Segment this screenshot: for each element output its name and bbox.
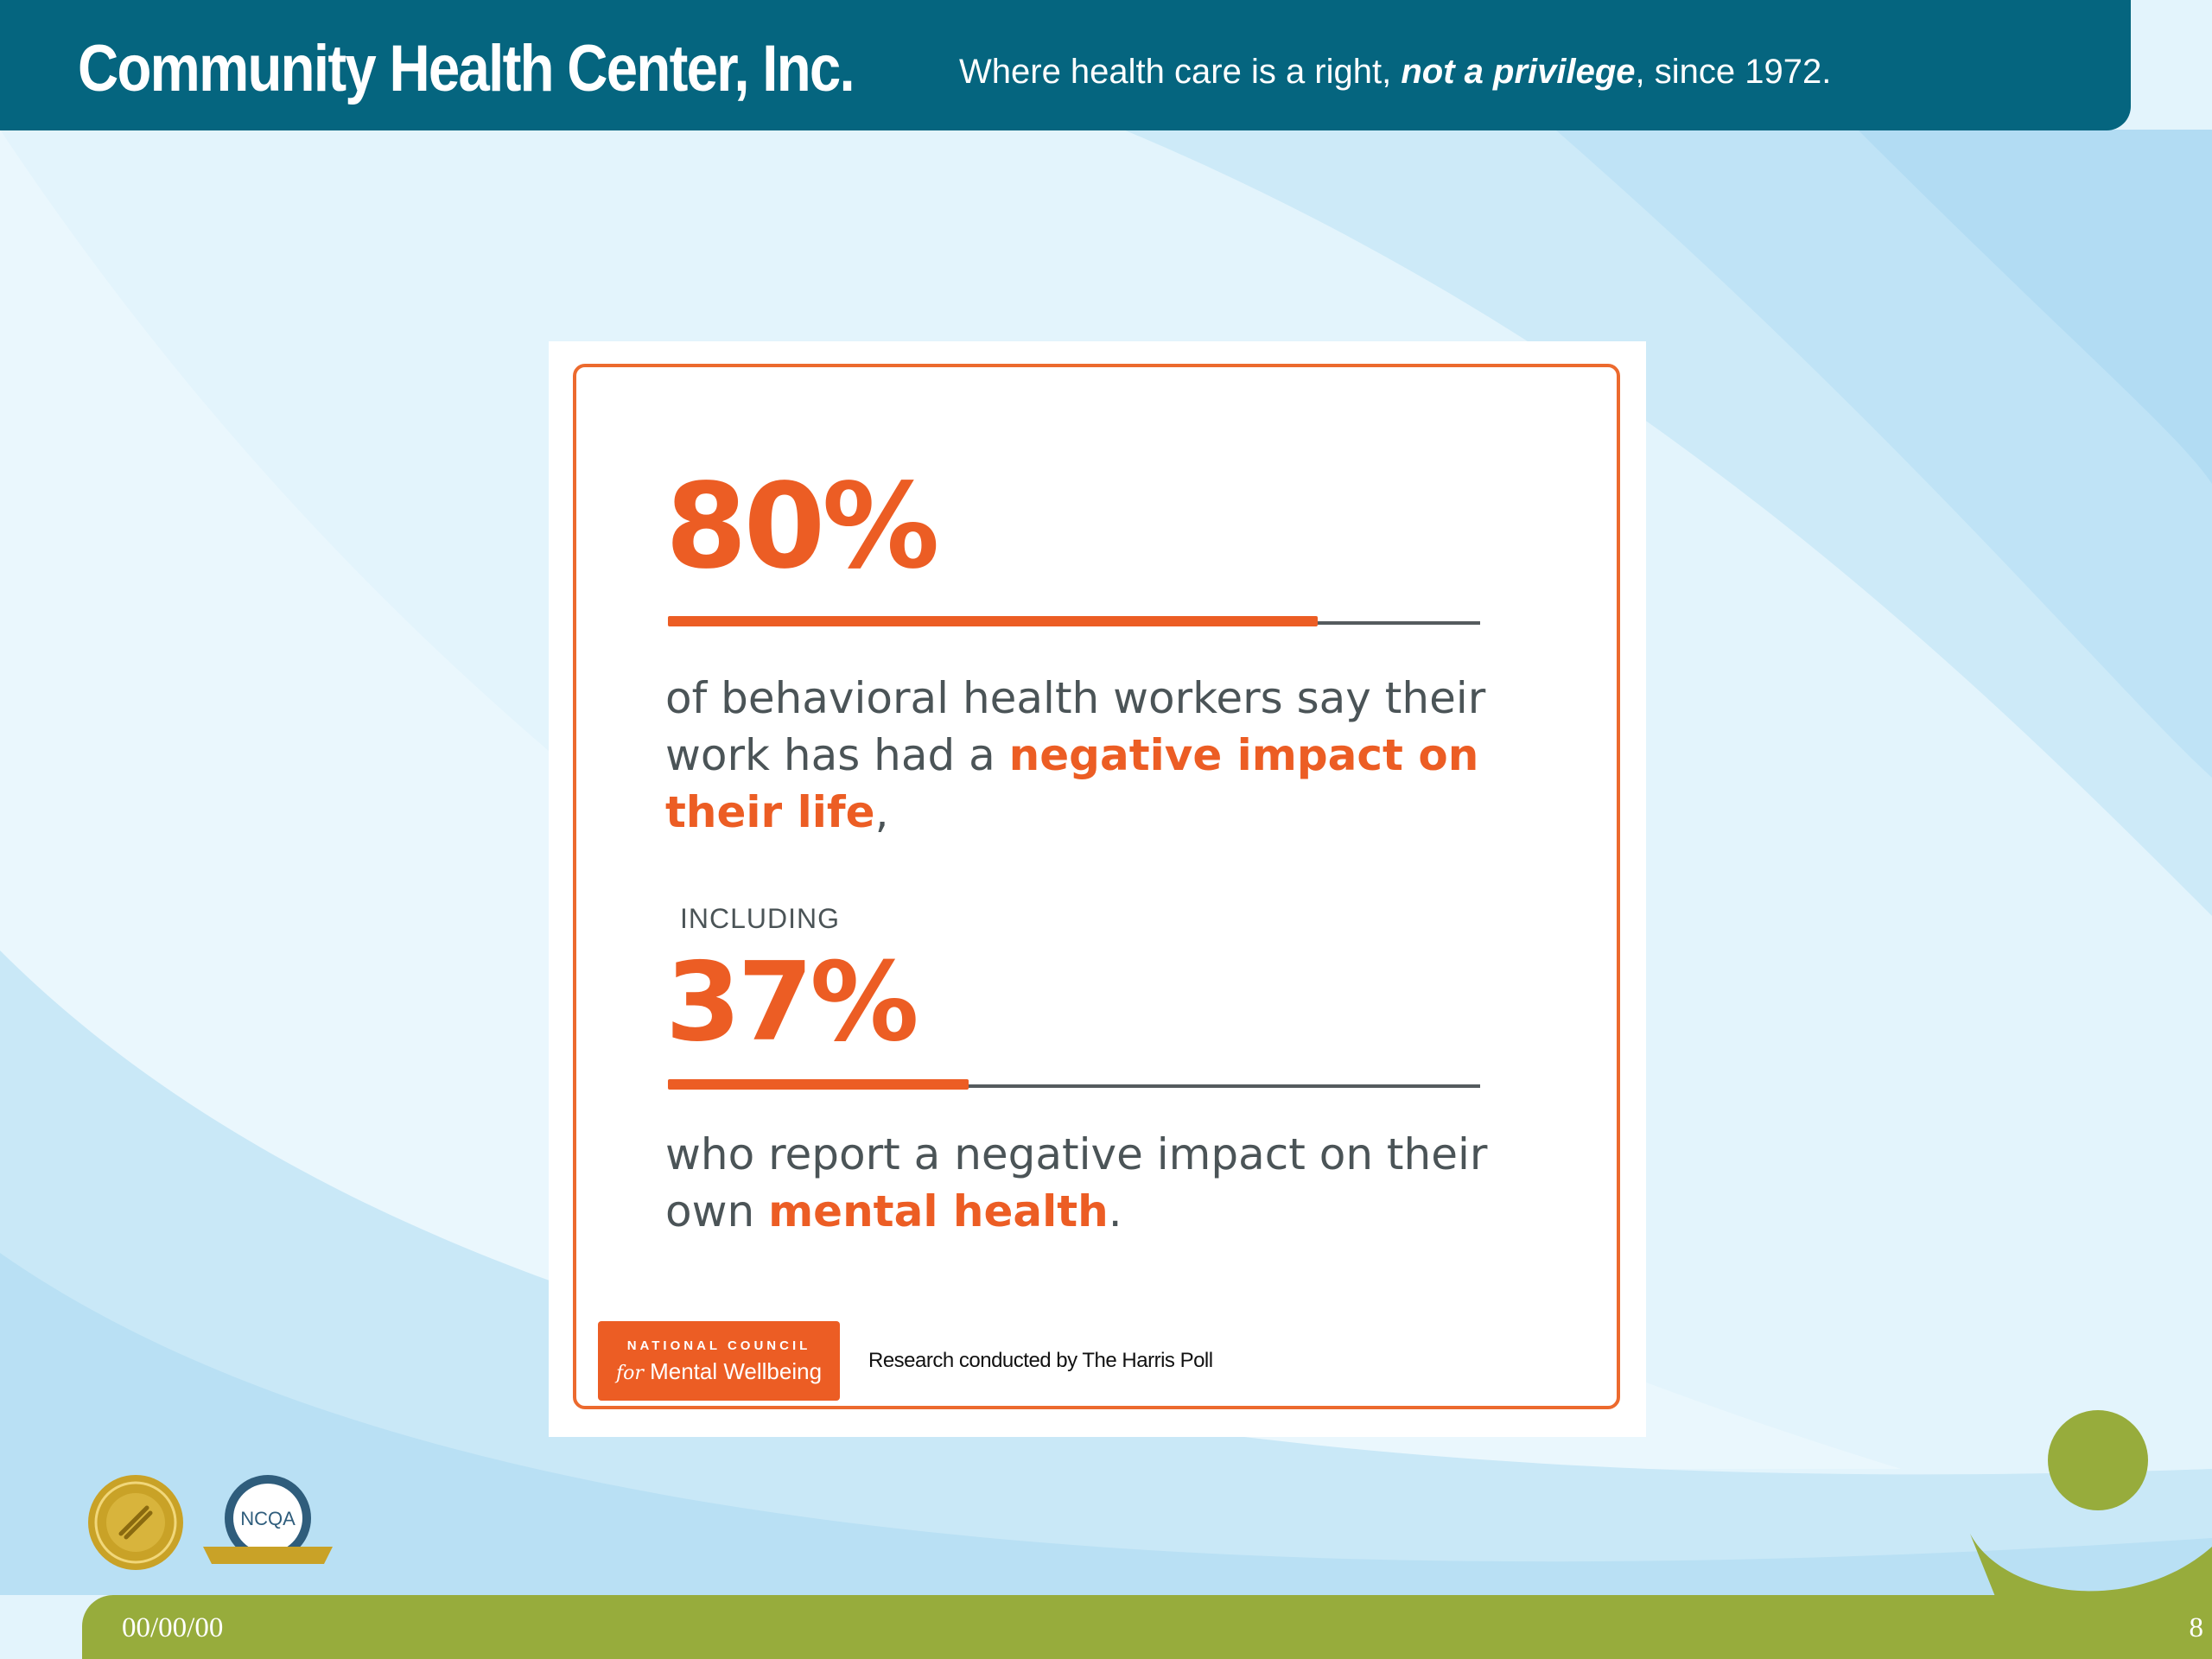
stat2-text-post: .: [1108, 1186, 1122, 1236]
stat2-bar: [668, 1079, 969, 1090]
card-frame: [573, 364, 1620, 1409]
page-number: 8: [2189, 1612, 2204, 1643]
tagline-pre: Where health care is a right,: [959, 53, 1402, 91]
stat1-bar: [668, 616, 1318, 626]
research-credit: Research conducted by The Harris Poll: [868, 1349, 1213, 1372]
stat2-text: who report a negative impact on their ow…: [665, 1126, 1529, 1240]
national-council-logo: NATIONAL COUNCIL for Mental Wellbeing: [598, 1321, 840, 1401]
header-bar: Community Health Center, Inc. Where heal…: [0, 0, 2131, 130]
stat2-text-pre: who report a negative impact on their ow…: [665, 1129, 1488, 1236]
joint-commission-seal-icon: [88, 1475, 183, 1570]
stat2-track: [668, 1084, 1480, 1088]
stat1-value: 80%: [665, 459, 940, 595]
nc-logo-for: for: [615, 1363, 644, 1384]
stat1-text: of behavioral health workers say their w…: [665, 670, 1529, 841]
tagline-post: , since 1972.: [1635, 53, 1832, 91]
brand-title: Community Health Center, Inc.: [78, 32, 855, 105]
tagline-emphasis: not a privilege: [1401, 53, 1636, 91]
stat1-text-highlight: negative impact on their life: [665, 730, 1479, 837]
ncqa-seal-icon: NCQA: [203, 1475, 333, 1564]
stat1-text-pre: of behavioral health workers say their w…: [665, 673, 1486, 780]
footer-date: 00/00/00: [122, 1612, 224, 1643]
stat2-text-highlight: mental health: [768, 1186, 1109, 1236]
statistic-card: 80% of behavioral health workers say the…: [549, 341, 1646, 1437]
including-label: INCLUDING: [680, 903, 841, 934]
nc-logo-name: Mental Wellbeing: [650, 1358, 823, 1384]
footer-bar: 00/00/00 8: [82, 1595, 2212, 1659]
tagline: Where health care is a right, not a priv…: [959, 50, 1831, 93]
nc-logo-bottom: for Mental Wellbeing: [598, 1358, 840, 1385]
community-figure-logo-icon: [1970, 1410, 2212, 1599]
stat2-value: 37%: [665, 938, 919, 1065]
ncqa-label: NCQA: [240, 1508, 296, 1529]
nc-logo-top: NATIONAL COUNCIL: [626, 1338, 811, 1353]
stat1-text-post: ,: [874, 787, 889, 837]
